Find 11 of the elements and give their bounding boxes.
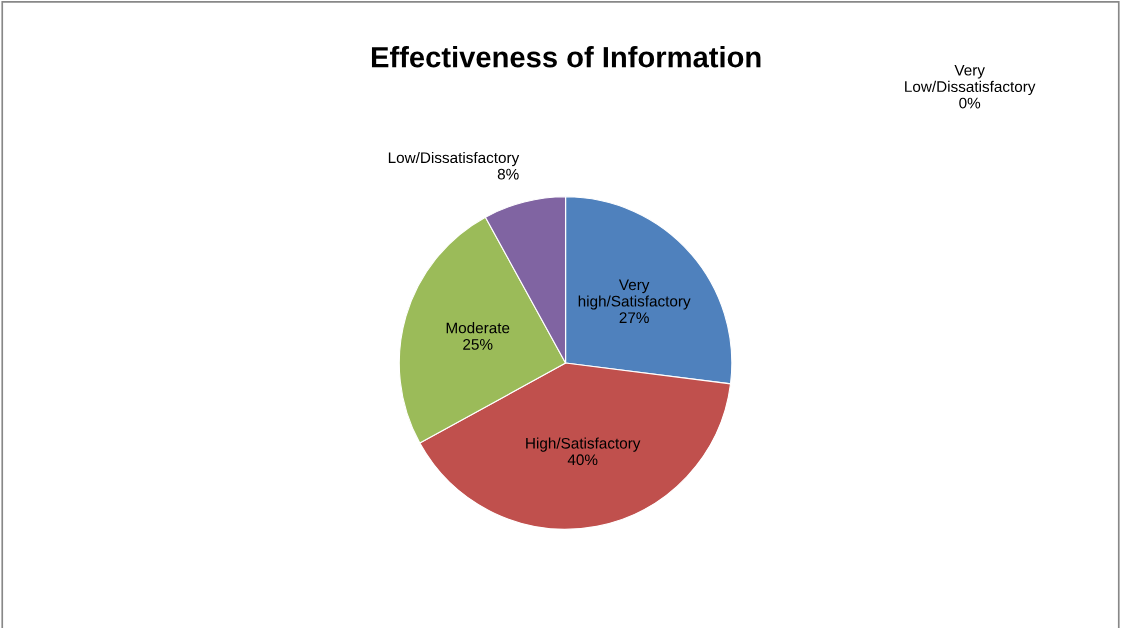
data-label: 27% — [619, 312, 649, 323]
data-label: 40% — [567, 454, 598, 466]
chart-title: Effectiveness of Information — [371, 46, 761, 68]
slice-label: High/Satisfactory — [526, 437, 641, 452]
category-label: Very Low/Dissatisfactory — [905, 64, 1036, 96]
slice-label: Very high/Satisfactory — [578, 279, 691, 310]
data-label: 25% — [463, 338, 493, 350]
slice-label: Moderate — [446, 322, 510, 334]
text: 0% — [959, 97, 981, 109]
slice-label: Low/Dissatisfactory — [388, 151, 520, 167]
data-label: 8% — [497, 168, 519, 180]
